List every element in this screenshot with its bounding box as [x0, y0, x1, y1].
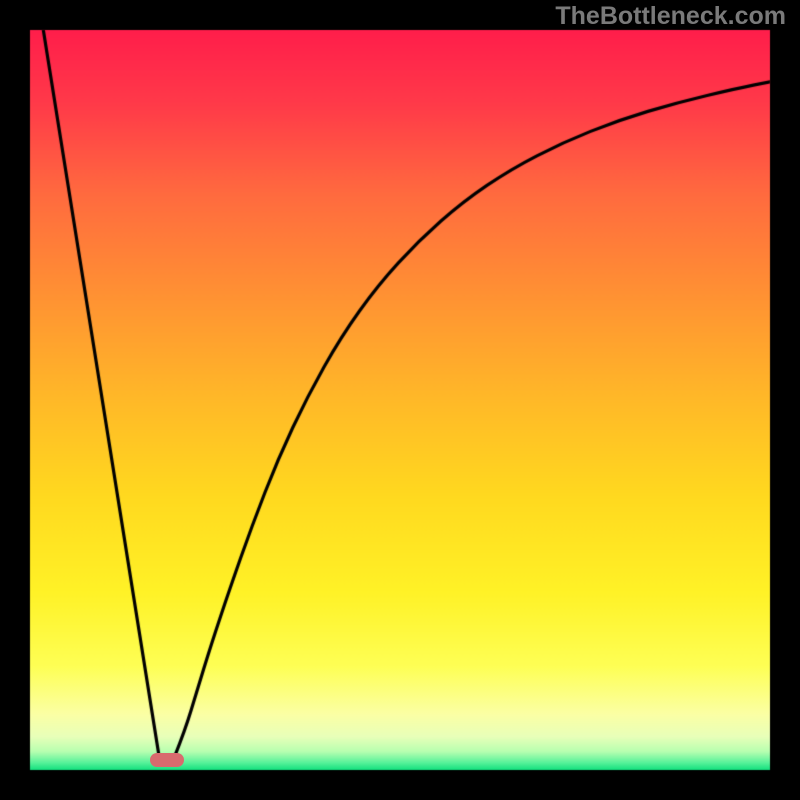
watermark-text: TheBottleneck.com	[555, 2, 786, 31]
bottleneck-curve-canvas	[0, 0, 800, 800]
chart-root: TheBottleneck.com	[0, 0, 800, 800]
optimal-point-marker	[150, 753, 184, 767]
